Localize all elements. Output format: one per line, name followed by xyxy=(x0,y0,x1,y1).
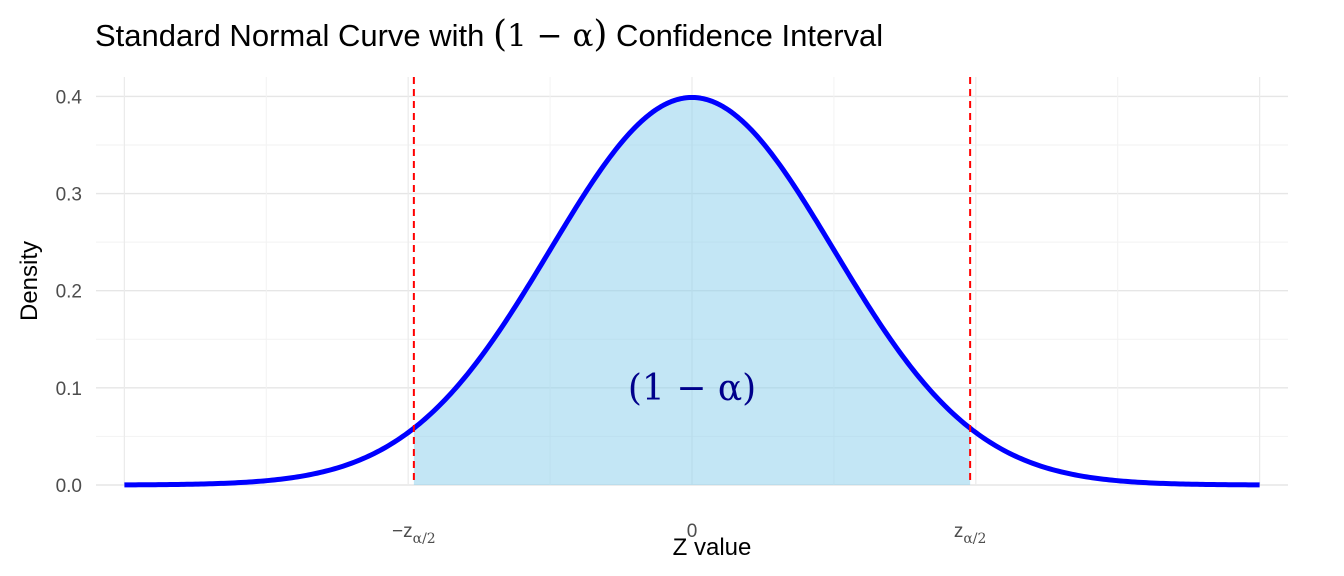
x-tick-labels: −zα/2 0 zα/2 xyxy=(392,521,986,547)
chart-title-math-open: ( xyxy=(493,14,507,55)
x-tick-subscript: α/2 xyxy=(963,531,986,547)
y-tick-labels: 0.0 0.1 0.2 0.3 0.4 xyxy=(56,87,83,497)
chart-title-math-close: ) xyxy=(593,14,607,55)
confidence-area xyxy=(413,97,971,486)
x-tick-sign: − xyxy=(392,521,403,542)
chart-title-suffix: Confidence Interval xyxy=(607,18,883,53)
y-axis-label: Density xyxy=(16,241,43,321)
chart-title: Standard Normal Curve with (1 − α) Confi… xyxy=(95,14,883,55)
y-tick-label: 0.4 xyxy=(56,87,83,108)
chart-title-math-body: 1 − α xyxy=(507,18,593,54)
x-tick-label: −zα/2 xyxy=(392,521,436,547)
chart-title-prefix: Standard Normal Curve with xyxy=(95,18,493,53)
y-tick-label: 0.3 xyxy=(56,185,82,206)
x-tick-base: z xyxy=(403,521,413,542)
y-tick-label: 0.0 xyxy=(56,476,82,497)
x-tick-base: 0 xyxy=(687,521,698,542)
x-tick-label: zα/2 xyxy=(954,521,987,547)
x-tick-subscript: α/2 xyxy=(413,531,436,547)
x-tick-base: z xyxy=(954,521,964,542)
density-curve xyxy=(124,94,1260,488)
critical-lines-layer xyxy=(412,77,972,485)
y-tick-label: 0.1 xyxy=(56,379,82,400)
confidence-area-layer xyxy=(413,97,971,486)
annotation-one-minus-alpha: (1 − α) xyxy=(628,368,756,409)
x-axis-label: Z value xyxy=(673,534,752,561)
x-tick-label: 0 xyxy=(687,521,698,542)
y-tick-label: 0.2 xyxy=(56,282,82,303)
density-curve-layer xyxy=(124,94,1260,488)
